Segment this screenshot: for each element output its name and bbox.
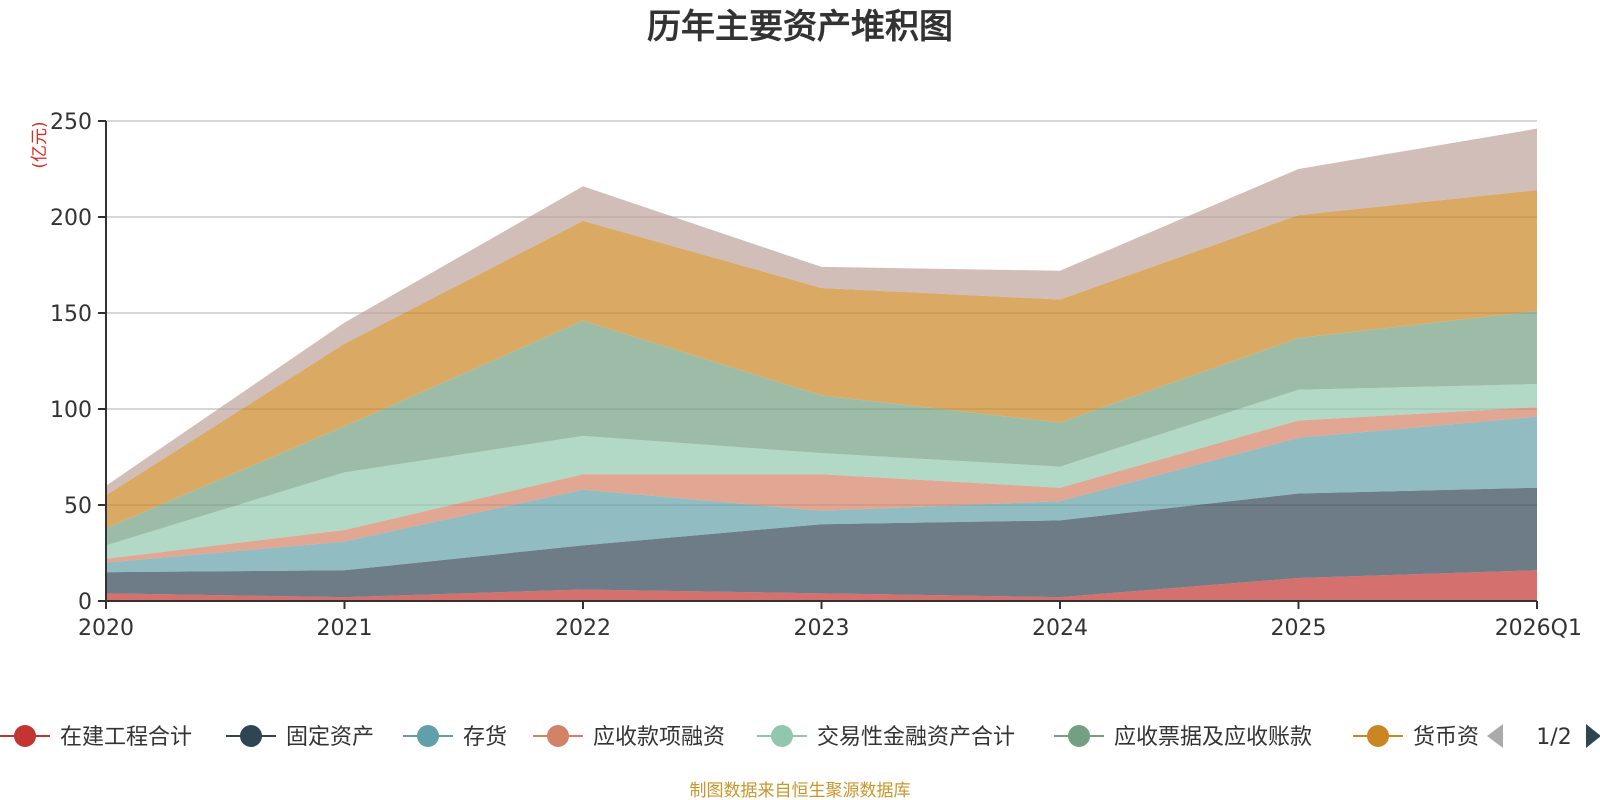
x-tick-label-3: 2023 [794,616,850,641]
x-tick-label-6: 2026Q1 [1495,616,1582,641]
legend-item-4[interactable]: 交易性金融资产合计 [757,725,1015,750]
legend-label: 固定资产 [286,725,374,750]
legend-label: 交易性金融资产合计 [817,725,1015,750]
y-tick-label-200: 200 [50,206,92,231]
area-series-0 [106,570,1537,601]
area-series-3 [106,407,1537,563]
legend-label: 货币资 [1413,725,1479,750]
legend-swatch-dot [771,725,793,747]
legend-item-2[interactable]: 存货 [403,725,507,750]
y-tick-label-150: 150 [50,302,92,327]
legend-prev-page-icon[interactable] [1487,724,1503,748]
axes: 0 50 100 150 200 250 2020 2021 2022 2023 2024 2025 2… [50,110,1582,641]
legend-label: 在建工程合计 [60,725,192,750]
legend-swatch-dot [417,725,439,747]
data-source-note: 制图数据来自恒生聚源数据库 [690,781,911,800]
legend-next-page-icon[interactable] [1586,724,1600,748]
y-tick-label-100: 100 [50,398,92,423]
x-tick-label-1: 2021 [317,616,373,641]
y-tick-label-0: 0 [78,590,92,615]
x-tick-label-0: 2020 [78,616,134,641]
y-tick-label-250: 250 [50,110,92,135]
legend-item-0[interactable]: 在建工程合计 [0,725,192,750]
legend-label: 存货 [463,725,507,750]
legend-item-5[interactable]: 应收票据及应收账款 [1054,725,1312,750]
legend-item-3[interactable]: 应收款项融资 [533,725,725,750]
legend-label: 应收款项融资 [593,725,725,750]
legend-page-indicator: 1/2 [1536,725,1571,750]
legend-swatch-dot [547,725,569,747]
x-tick-label-2: 2022 [555,616,611,641]
legend-item-6[interactable]: 货币资 [1353,725,1479,750]
y-tick-label-50: 50 [64,494,92,519]
area-series-4 [106,384,1537,559]
legend-swatch-dot [240,725,262,747]
legend-swatch-dot [14,725,36,747]
legend-swatch-dot [1367,725,1389,747]
x-tick-label-4: 2024 [1032,616,1088,641]
x-tick-label-5: 2025 [1271,616,1327,641]
legend-label: 应收票据及应收账款 [1114,725,1312,750]
area-series-5 [106,311,1537,546]
area-series-2 [106,416,1537,573]
legend: 在建工程合计 固定资产 存货 应收款项融资 交易性金融资产合计 应收票据及应收账款 货币资 1… [0,724,1600,750]
area-series-6 [106,190,1537,529]
legend-item-1[interactable]: 固定资产 [226,725,374,750]
legend-swatch-dot [1068,725,1090,747]
area-series-1 [106,487,1537,598]
area-series-7 [106,128,1537,496]
y-axis-unit: (亿元) [30,121,50,168]
area-series-group [106,128,1537,601]
chart-title: 历年主要资产堆积图 [647,7,953,47]
